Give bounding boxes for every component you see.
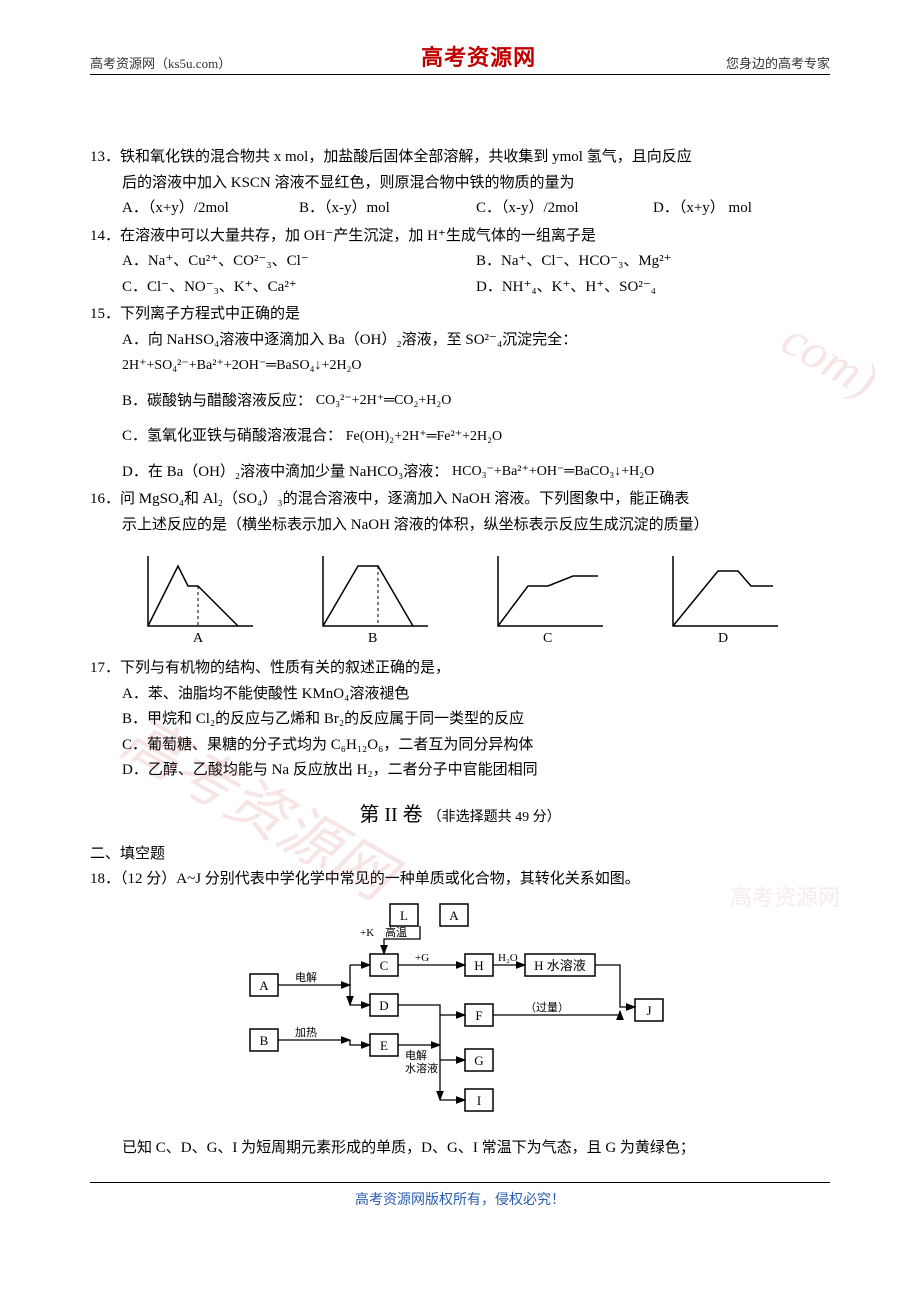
q13-opt-a: A．（x+y）/2mol xyxy=(122,196,299,222)
svg-text:F: F xyxy=(475,1008,482,1023)
q14-opt-a: A．Na⁺、Cu²⁺、CO²⁻₃、Cl⁻ xyxy=(122,249,476,275)
content-body: 13．铁和氧化铁的混合物共 x mol，加盐酸后固体全部溶解，共收集到 ymol… xyxy=(90,145,830,1162)
q15-c-text: C．氢氧化亚铁与硝酸溶液混合： xyxy=(122,428,342,444)
q13-options: A．（x+y）/2mol B．（x-y）mol C．（x-y）/2mol D．（… xyxy=(90,196,830,222)
fill-heading: 二、填空题 xyxy=(90,842,830,868)
svg-text:A: A xyxy=(449,908,459,923)
header-right: 您身边的高考专家 xyxy=(726,53,830,72)
question-13: 13．铁和氧化铁的混合物共 x mol，加盐酸后固体全部溶解，共收集到 ymol… xyxy=(90,145,830,222)
chart-b: B xyxy=(303,546,443,646)
q14-opt-d: D．NH⁺₄、K⁺、H⁺、SO²⁻₄ xyxy=(476,275,830,301)
q17-text: 下列与有机物的结构、性质有关的叙述正确的是， xyxy=(120,660,450,676)
svg-text:+K: +K xyxy=(360,927,374,939)
chart-c: C xyxy=(478,546,618,646)
q18-number: 18． xyxy=(90,871,120,887)
svg-text:L: L xyxy=(400,908,408,923)
part-2-title: 第 II 卷 xyxy=(359,804,422,826)
svg-text:D: D xyxy=(379,998,388,1013)
q14-options-row2: C．Cl⁻、NO⁻₃、K⁺、Ca²⁺ D．NH⁺₄、K⁺、H⁺、SO²⁻₄ xyxy=(90,275,830,301)
q14-opt-b: B．Na⁺、Cl⁻、HCO⁻₃、Mg²⁺ xyxy=(476,249,830,275)
part-2-subtitle: （非选择题共 49 分） xyxy=(428,810,561,825)
q15-a-text: A．向 NaHSO₄溶液中逐滴加入 Ba（OH）₂溶液，至 SO²⁻₄沉淀完全： xyxy=(90,328,830,354)
svg-text:H₂O: H₂O xyxy=(498,952,518,964)
q18-tail: 已知 C、D、G、I 为短周期元素形成的单质，D、G、I 常温下为气态，且 G … xyxy=(90,1136,830,1162)
q15-d-row: D．在 Ba（OH）₂溶液中滴加少量 NaHCO₃溶液： HCO₃⁻+Ba²⁺+… xyxy=(90,460,830,486)
q15-b-row: B．碳酸钠与醋酸溶液反应： CO₃²⁻+2H⁺═CO₂+H₂O xyxy=(90,389,830,415)
svg-text:+G: +G xyxy=(415,952,429,964)
q18-text: （12 分）A~J 分别代表中学化学中常见的一种单质或化合物，其转化关系如图。 xyxy=(120,871,640,887)
svg-text:D: D xyxy=(718,631,728,646)
q17-opt-d: D．乙醇、乙酸均能与 Na 反应放出 H₂，二者分子中官能团相同 xyxy=(90,758,830,784)
svg-text:C: C xyxy=(543,631,552,646)
q13-line2: 后的溶液中加入 KSCN 溶液不显红色，则原混合物中铁的物质的量为 xyxy=(90,171,830,197)
svg-text:J: J xyxy=(646,1003,651,1018)
q15-b-text: B．碳酸钠与醋酸溶液反应： xyxy=(122,393,312,409)
q13-opt-c: C．（x-y）/2mol xyxy=(476,196,653,222)
q16-charts-row: A B C D xyxy=(90,538,830,654)
svg-text:A: A xyxy=(193,631,204,646)
question-14: 14．在溶液中可以大量共存，加 OH⁻产生沉淀，加 H⁺生成气体的一组离子是 A… xyxy=(90,224,830,301)
q16-number: 16． xyxy=(90,491,120,507)
svg-text:B: B xyxy=(260,1033,269,1048)
svg-text:水溶液: 水溶液 xyxy=(405,1061,438,1075)
svg-text:A: A xyxy=(259,978,269,993)
q14-options-row1: A．Na⁺、Cu²⁺、CO²⁻₃、Cl⁻ B．Na⁺、Cl⁻、HCO⁻₃、Mg²… xyxy=(90,249,830,275)
svg-text:H: H xyxy=(474,958,483,973)
question-17: 17．下列与有机物的结构、性质有关的叙述正确的是， A．苯、油脂均不能使酸性 K… xyxy=(90,656,830,784)
q13-opt-b: B．（x-y）mol xyxy=(299,196,476,222)
svg-text:E: E xyxy=(380,1038,388,1053)
header-left: 高考资源网（ks5u.com） xyxy=(90,53,231,72)
header-center-logo: 高考资源网 xyxy=(421,40,536,72)
svg-text:G: G xyxy=(474,1053,483,1068)
q15-a-equation: 2H⁺+SO₄²⁻+Ba²⁺+2OH⁻═BaSO₄↓+2H₂O xyxy=(90,354,362,378)
q13-number: 13． xyxy=(90,149,120,165)
question-18: 18．（12 分）A~J 分别代表中学化学中常见的一种单质或化合物，其转化关系如… xyxy=(90,867,830,1162)
q14-text: 在溶液中可以大量共存，加 OH⁻产生沉淀，加 H⁺生成气体的一组离子是 xyxy=(120,228,596,244)
svg-text:B: B xyxy=(368,631,377,646)
q14-number: 14． xyxy=(90,228,120,244)
q14-opt-c: C．Cl⁻、NO⁻₃、K⁺、Ca²⁺ xyxy=(122,275,476,301)
question-16: 16．问 MgSO₄和 Al₂（SO₄）₃的混合溶液中，逐滴加入 NaOH 溶液… xyxy=(90,487,830,654)
q15-b-equation: CO₃²⁻+2H⁺═CO₂+H₂O xyxy=(316,389,452,413)
q17-opt-b: B．甲烷和 Cl₂的反应与乙烯和 Br₂的反应属于同一类型的反应 xyxy=(90,707,830,733)
footer-text: 高考资源网版权所有，侵权必究！ xyxy=(90,1183,830,1209)
svg-text:高温: 高温 xyxy=(385,925,407,939)
part-2-heading: 第 II 卷 （非选择题共 49 分） xyxy=(90,798,830,832)
svg-text:电解: 电解 xyxy=(295,970,317,984)
svg-text:（过量）: （过量） xyxy=(525,1001,569,1014)
q13-line1: 铁和氧化铁的混合物共 x mol，加盐酸后固体全部溶解，共收集到 ymol 氢气… xyxy=(120,149,692,165)
q15-text: 下列离子方程式中正确的是 xyxy=(120,306,300,322)
q17-number: 17． xyxy=(90,660,120,676)
svg-text:电解: 电解 xyxy=(405,1048,427,1062)
q15-c-equation: Fe(OH)₂+2H⁺═Fe²⁺+2H₂O xyxy=(346,425,502,449)
q18-flowchart: L A C H H 水溶液 A D F J B E G I xyxy=(90,893,830,1137)
q16-line1: 问 MgSO₄和 Al₂（SO₄）₃的混合溶液中，逐滴加入 NaOH 溶液。下列… xyxy=(120,491,689,507)
chart-d: D xyxy=(653,546,793,646)
chart-a: A xyxy=(128,546,268,646)
q13-opt-d: D．（x+y） mol xyxy=(653,196,830,222)
svg-text:I: I xyxy=(477,1093,481,1108)
q15-d-equation: HCO₃⁻+Ba²⁺+OH⁻═BaCO₃↓+H₂O xyxy=(452,460,654,484)
svg-text:加热: 加热 xyxy=(295,1026,317,1039)
svg-text:H 水溶液: H 水溶液 xyxy=(534,958,586,973)
q17-opt-a: A．苯、油脂均不能使酸性 KMnO₄溶液褪色 xyxy=(90,682,830,708)
q17-opt-c: C．葡萄糖、果糖的分子式均为 C₆H₁₂O₆，二者互为同分异构体 xyxy=(90,733,830,759)
q16-line2: 示上述反应的是（横坐标表示加入 NaOH 溶液的体积，纵坐标表示反应生成沉淀的质… xyxy=(90,513,830,539)
q15-d-text: D．在 Ba（OH）₂溶液中滴加少量 NaHCO₃溶液： xyxy=(122,464,448,480)
q15-number: 15． xyxy=(90,306,120,322)
page-container: com) 高考资源网 高考资源网 高考资源网（ks5u.com） 高考资源网 您… xyxy=(0,0,920,1302)
page-header: 高考资源网（ks5u.com） 高考资源网 您身边的高考专家 xyxy=(90,40,830,75)
q15-c-row: C．氢氧化亚铁与硝酸溶液混合： Fe(OH)₂+2H⁺═Fe²⁺+2H₂O xyxy=(90,424,830,450)
svg-text:C: C xyxy=(380,958,389,973)
question-15: 15．下列离子方程式中正确的是 A．向 NaHSO₄溶液中逐滴加入 Ba（OH）… xyxy=(90,302,830,485)
